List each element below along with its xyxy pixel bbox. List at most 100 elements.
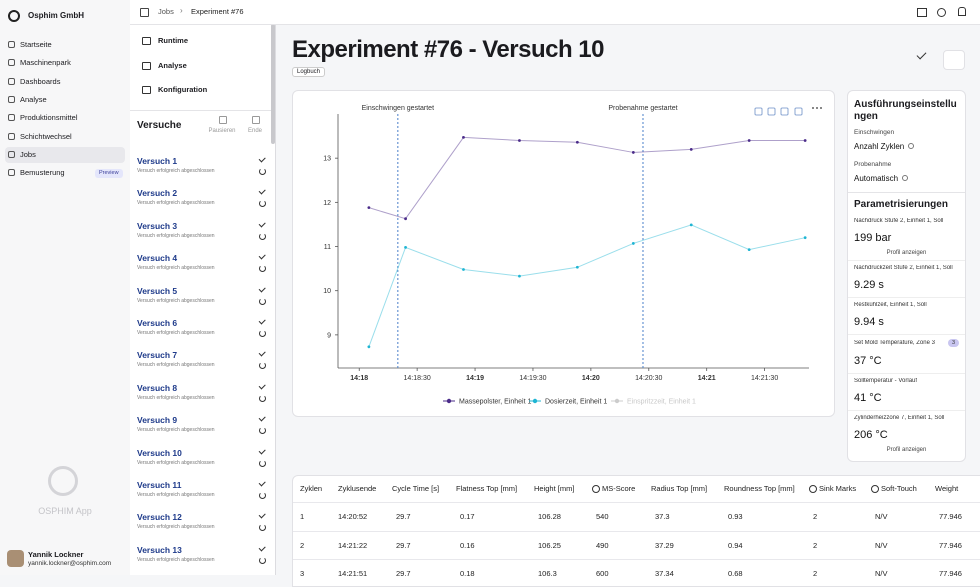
action-label[interactable]: Ende — [247, 128, 263, 134]
action-icon[interactable] — [219, 116, 227, 124]
versuch-name[interactable]: Versuch 4 — [137, 253, 178, 264]
versuch-name[interactable]: Versuch 8 — [137, 382, 178, 393]
parameter-unit: s — [878, 316, 884, 328]
parameter-value-row: 9.94 s — [854, 312, 959, 330]
notification-icon[interactable] — [958, 7, 966, 16]
versuch-name[interactable]: Versuch 1 — [137, 156, 178, 166]
table-cell: 106.25 — [538, 540, 561, 550]
column-header: Height [mm] — [534, 484, 575, 493]
submenu-item[interactable]: Konfiguration — [158, 85, 208, 94]
versuch-status: Versuch erfolgreich abgeschlossen — [137, 265, 215, 272]
rerun-icon[interactable] — [259, 427, 266, 435]
nav-item[interactable]: Bemusterung Preview — [5, 165, 125, 181]
action-icon[interactable] — [252, 116, 260, 124]
table-cell: 2 — [813, 569, 818, 578]
theme-icon[interactable] — [937, 8, 946, 17]
table-cell: 600 — [596, 569, 609, 578]
nav-item[interactable]: Produktionsmittel — [5, 110, 125, 126]
menu-dot — [812, 107, 814, 109]
done-icon — [916, 49, 927, 60]
table-cell: 14:21:22 — [338, 540, 368, 550]
table-cell: 37.3 — [655, 512, 670, 521]
parameter-value-row: 41 °C — [854, 388, 959, 406]
rerun-icon[interactable] — [259, 394, 266, 402]
submenu-item[interactable]: Analyse — [158, 60, 187, 70]
rerun-icon[interactable] — [259, 459, 266, 467]
rerun-icon[interactable] — [259, 492, 266, 499]
book-icon[interactable] — [917, 8, 927, 17]
breadcrumb-separator: › — [180, 6, 183, 15]
y-tick-label: 10 — [323, 288, 331, 295]
rerun-icon[interactable] — [259, 297, 266, 305]
submenu-item[interactable]: Runtime — [158, 36, 188, 45]
rerun-icon[interactable] — [259, 200, 266, 208]
versuch-name[interactable]: Versuch 5 — [137, 285, 178, 296]
nav-item[interactable]: Dashboards — [5, 74, 125, 90]
rerun-icon[interactable] — [259, 168, 266, 175]
data-point — [404, 217, 407, 221]
app-name: OSPHIM App — [38, 506, 92, 516]
versuch-status: Versuch erfolgreich abgeschlossen — [137, 362, 215, 369]
table-cell: 29.7 — [396, 540, 411, 550]
table-cell: 37.29 — [655, 540, 674, 550]
nav-item[interactable]: Maschinenpark — [5, 55, 125, 71]
nav-item[interactable]: Jobs — [5, 146, 125, 163]
breadcrumb-link[interactable]: Jobs — [158, 7, 174, 16]
column-header: Flatness Top [mm] — [456, 484, 518, 493]
nav-item[interactable]: Schichtwechsel — [5, 129, 125, 145]
versuch-status: Versuch erfolgreich abgeschlossen — [137, 556, 215, 563]
data-point — [803, 236, 807, 240]
setting-label: Einschwingen — [854, 129, 895, 136]
action-label[interactable]: Pausieren — [208, 128, 236, 134]
data-point — [747, 139, 751, 142]
versuch-status: Versuch erfolgreich abgeschlossen — [137, 168, 215, 174]
parameter-value-row: 206 °C — [854, 425, 959, 443]
table-cell: 29.7 — [396, 569, 411, 578]
data-point — [803, 139, 807, 142]
rerun-icon[interactable] — [259, 232, 266, 240]
parameter: Nachdruckzeit Stufe 2, Einheit 1, Soll 9.… — [848, 260, 965, 297]
rerun-icon[interactable] — [259, 524, 266, 532]
settings-title: Ausführungseinstellungen — [854, 99, 957, 122]
menu-dot — [816, 107, 818, 109]
versuch-name[interactable]: Versuch 2 — [137, 188, 178, 199]
rerun-icon[interactable] — [259, 265, 266, 273]
versuch-name[interactable]: Versuch 12 — [137, 512, 182, 523]
x-tick-label: 14:21 — [698, 375, 716, 382]
parameter-unit: s — [878, 279, 884, 291]
column-header: Zyklen — [300, 484, 323, 493]
versuch-name[interactable]: Versuch 6 — [137, 318, 178, 328]
versuch-name[interactable]: Versuch 13 — [137, 544, 182, 555]
profile-link[interactable]: Profil anzeigen — [886, 250, 927, 256]
row-divider — [293, 502, 980, 503]
rerun-icon[interactable] — [259, 330, 266, 337]
mute-button[interactable] — [943, 50, 965, 70]
parameter-label-row: Zylinderheizzone 7, Einheit 1, Soll — [854, 415, 959, 421]
sidebar-toggle[interactable] — [140, 8, 149, 17]
versuch-status: Versuch erfolgreich abgeschlossen — [137, 427, 215, 434]
table-cell: 14:20:52 — [338, 512, 368, 521]
table-cell: 3 — [300, 569, 305, 578]
table-cell: 0.16 — [460, 540, 475, 550]
parameters-title: Parametrisierungen — [854, 199, 948, 210]
column-header: Soft-Touch — [881, 484, 917, 493]
data-point — [404, 246, 407, 249]
versuch-name[interactable]: Versuch 11 — [137, 480, 182, 490]
nav-item[interactable]: Startseite — [5, 37, 125, 53]
profile-link[interactable]: Profil anzeigen — [886, 447, 927, 453]
org-name[interactable]: Osphim GmbH — [28, 11, 85, 20]
rerun-icon[interactable] — [259, 556, 266, 564]
versuch-name[interactable]: Versuch 3 — [137, 220, 178, 231]
x-tick-label: 14:20 — [582, 375, 600, 382]
column-header: Roundness Top [mm] — [724, 484, 795, 493]
app: Osphim GmbH OSPHIM App Yannik Lockner ya… — [5, 0, 980, 587]
settings-list: Einschwingen Anzahl Zyklen Probenahme Autom… — [854, 129, 959, 186]
versuch-name[interactable]: Versuch 10 — [137, 447, 182, 458]
nav-item[interactable]: Analyse — [5, 92, 125, 108]
versuch-name[interactable]: Versuch 7 — [137, 350, 178, 361]
data-point — [518, 139, 521, 142]
y-tick-label: 9 — [327, 332, 331, 339]
rerun-icon[interactable] — [259, 362, 266, 370]
logbuch-badge[interactable]: Logbuch — [292, 67, 326, 77]
versuch-name[interactable]: Versuch 9 — [137, 415, 178, 426]
